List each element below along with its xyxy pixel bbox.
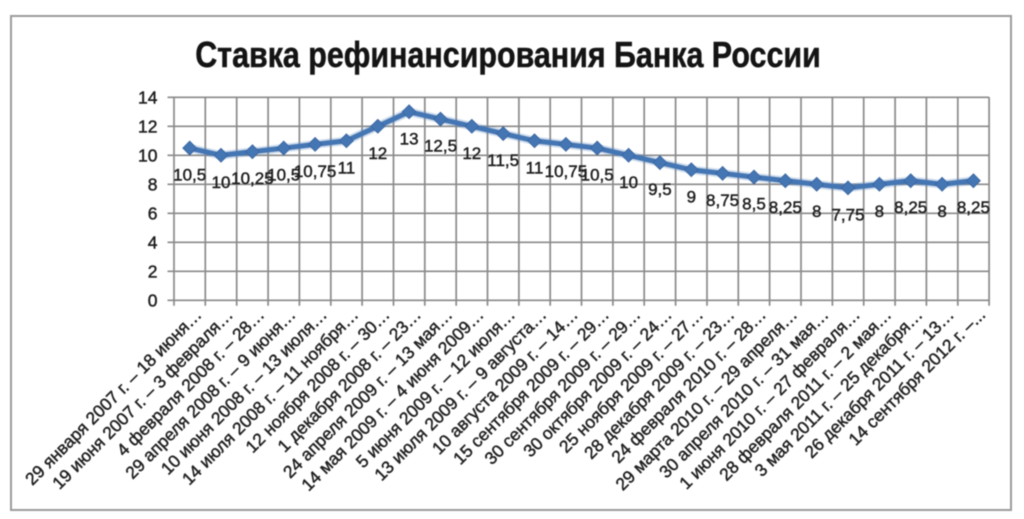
svg-text:4: 4 — [148, 233, 158, 253]
svg-text:8,25: 8,25 — [957, 198, 990, 217]
svg-text:7,75: 7,75 — [831, 205, 864, 224]
svg-text:9: 9 — [687, 187, 696, 206]
svg-text:13: 13 — [400, 129, 419, 148]
svg-text:11,5: 11,5 — [487, 151, 519, 170]
svg-text:11: 11 — [526, 158, 544, 177]
svg-text:8: 8 — [812, 202, 821, 221]
svg-text:14: 14 — [138, 88, 158, 108]
svg-text:12: 12 — [462, 144, 481, 163]
svg-text:12: 12 — [138, 117, 157, 137]
svg-text:9,5: 9,5 — [648, 180, 672, 199]
svg-text:0: 0 — [148, 291, 158, 311]
svg-text:10: 10 — [212, 173, 231, 192]
svg-text:8: 8 — [875, 202, 884, 221]
svg-text:10,25: 10,25 — [231, 169, 274, 188]
svg-text:8: 8 — [937, 202, 946, 221]
svg-text:11: 11 — [338, 158, 356, 177]
svg-text:10,5: 10,5 — [173, 166, 206, 185]
svg-text:6: 6 — [148, 204, 158, 224]
svg-text:2: 2 — [148, 262, 158, 282]
svg-text:12: 12 — [368, 144, 387, 163]
svg-text:10: 10 — [138, 146, 158, 166]
svg-text:10,5: 10,5 — [267, 166, 300, 185]
svg-text:10,5: 10,5 — [581, 166, 614, 185]
svg-text:8,25: 8,25 — [894, 198, 927, 217]
svg-text:8,5: 8,5 — [742, 195, 766, 214]
svg-text:10,75: 10,75 — [545, 162, 588, 181]
svg-text:8: 8 — [148, 175, 158, 195]
svg-text:8,25: 8,25 — [769, 198, 802, 217]
svg-text:10: 10 — [619, 173, 638, 192]
svg-text:8,75: 8,75 — [706, 191, 739, 210]
svg-text:12,5: 12,5 — [424, 137, 457, 156]
svg-text:10,75: 10,75 — [294, 162, 337, 181]
